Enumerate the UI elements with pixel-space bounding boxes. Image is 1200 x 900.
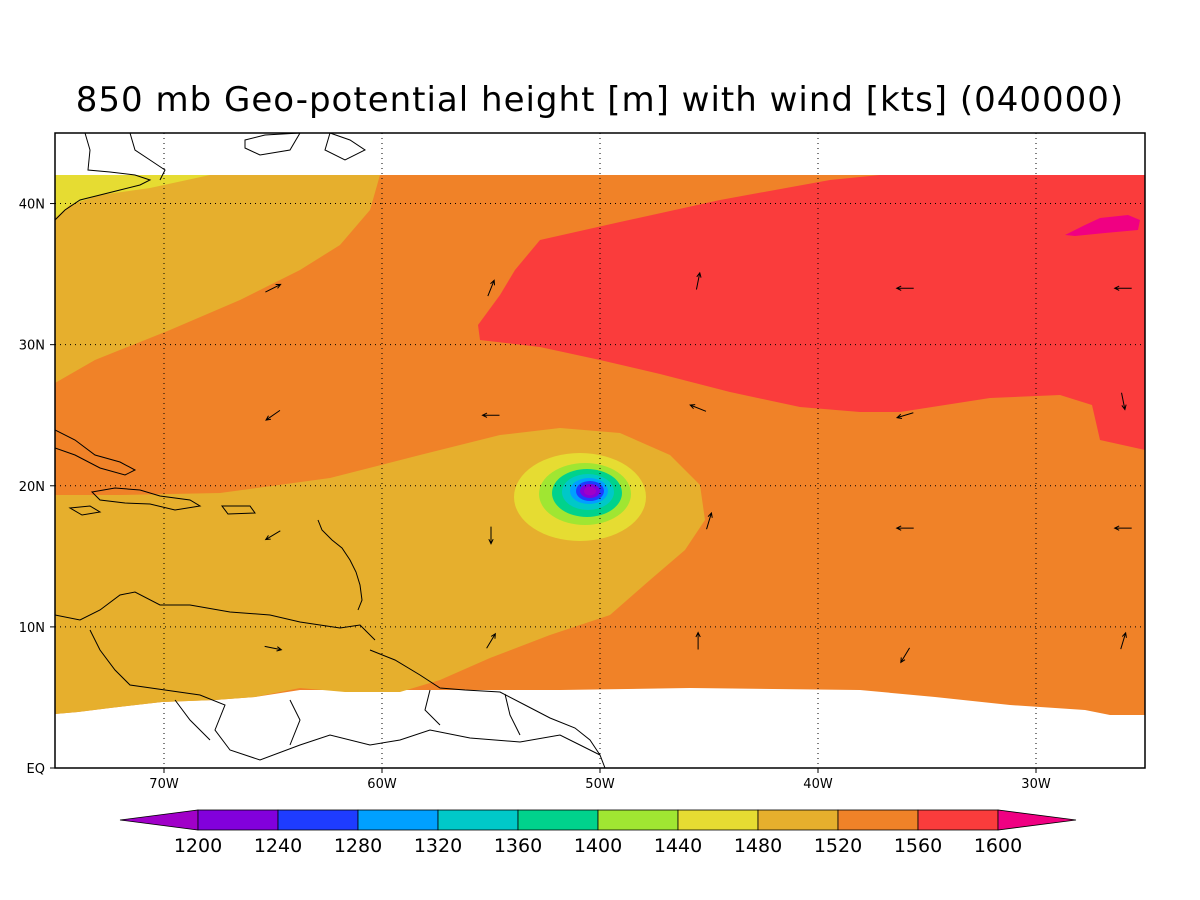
wind-arrow [895, 285, 914, 291]
colorbar-label: 1560 [894, 835, 942, 857]
wind-vectors [264, 271, 1132, 664]
border-lines [174, 689, 521, 746]
colorbar-box [677, 809, 759, 831]
x-tick-label: 30W [1021, 777, 1051, 792]
colorbar-box [197, 809, 279, 831]
newfoundland [324, 133, 366, 161]
wind-arrow [487, 279, 496, 297]
x-axis: 70W 60W 50W 40W 30W [149, 768, 1051, 792]
colorbar-high-triangle [997, 809, 1077, 831]
wind-arrow [895, 412, 914, 419]
colorbar-box [837, 809, 919, 831]
jamaica [68, 505, 102, 516]
wind-arrow [1113, 525, 1132, 531]
band-above-1600 [1065, 215, 1140, 236]
colorbar-label: 1200 [174, 835, 222, 857]
y-tick-label: 10N [19, 621, 45, 636]
colorbar-box [277, 809, 359, 831]
plot-area [54, 132, 1146, 769]
puerto-rico [221, 505, 256, 515]
wind-arrow [900, 647, 911, 664]
south-america-interior [89, 629, 606, 768]
colorbar-box [357, 809, 439, 831]
wind-arrow [695, 271, 702, 290]
colorbar-label: 1360 [494, 835, 542, 857]
wind-arrow [895, 525, 914, 531]
colorbar-label: 1240 [254, 835, 302, 857]
venezuela-coast [55, 591, 376, 641]
colorbar-label: 1600 [974, 835, 1022, 857]
colorbar-low-triangle [119, 809, 199, 831]
wind-arrow [264, 530, 281, 541]
colorbar-label: 1320 [414, 835, 462, 857]
wind-arrow [695, 631, 701, 650]
wind-arrow [1120, 631, 1127, 650]
hispaniola [90, 487, 202, 511]
wind-arrow [1113, 285, 1132, 291]
colorbar-label: 1520 [814, 835, 862, 857]
y-tick-label: 30N [19, 339, 45, 354]
x-tick-label: 40W [803, 777, 833, 792]
wind-arrow [689, 404, 707, 412]
wind-arrow [486, 632, 496, 649]
wind-arrow [264, 645, 283, 652]
colorbar-label: 1440 [654, 835, 702, 857]
colorbar-legend: 1200 1240 1280 1320 1360 1400 1440 1480 1520 1560… [119, 809, 1077, 857]
cuba [55, 429, 137, 476]
colorbar-box [517, 809, 599, 831]
wind-arrow [1121, 392, 1127, 411]
x-tick-label: 50W [585, 777, 615, 792]
lesser-antilles [317, 519, 363, 611]
band-1560-1600 [478, 175, 1145, 450]
wind-arrow [265, 283, 282, 293]
colorbar-label: 1400 [574, 835, 622, 857]
y-tick-label: 40N [19, 198, 45, 213]
wind-arrow [488, 526, 494, 545]
wind-arrow [265, 409, 281, 421]
map-title: 850 mb Geo-potential height [m] with win… [75, 80, 1125, 120]
grid [55, 133, 1145, 768]
x-tick-label: 60W [367, 777, 397, 792]
colorbar-label: 1480 [734, 835, 782, 857]
wind-arrow [706, 511, 713, 530]
north-america-coast [55, 133, 152, 221]
y-tick-label: EQ [27, 762, 45, 777]
coastlines [55, 133, 606, 768]
colorbar-box [597, 809, 679, 831]
nova-scotia [244, 133, 301, 156]
colorbar-box [917, 809, 999, 831]
colorbar-label: 1280 [334, 835, 382, 857]
wind-arrow [481, 412, 500, 418]
colorbar-box [757, 809, 839, 831]
guianas-coast [369, 649, 601, 756]
low-pressure-center [514, 453, 646, 541]
new-england-coast [129, 133, 166, 181]
band-1480-1520-north [55, 175, 380, 383]
y-axis: EQ 10N 20N 30N 40N [19, 198, 55, 777]
band-1440-1480-north [55, 175, 210, 218]
x-tick-label: 70W [149, 777, 179, 792]
y-tick-label: 20N [19, 480, 45, 495]
height-field [55, 175, 1145, 715]
colorbar-box [437, 809, 519, 831]
